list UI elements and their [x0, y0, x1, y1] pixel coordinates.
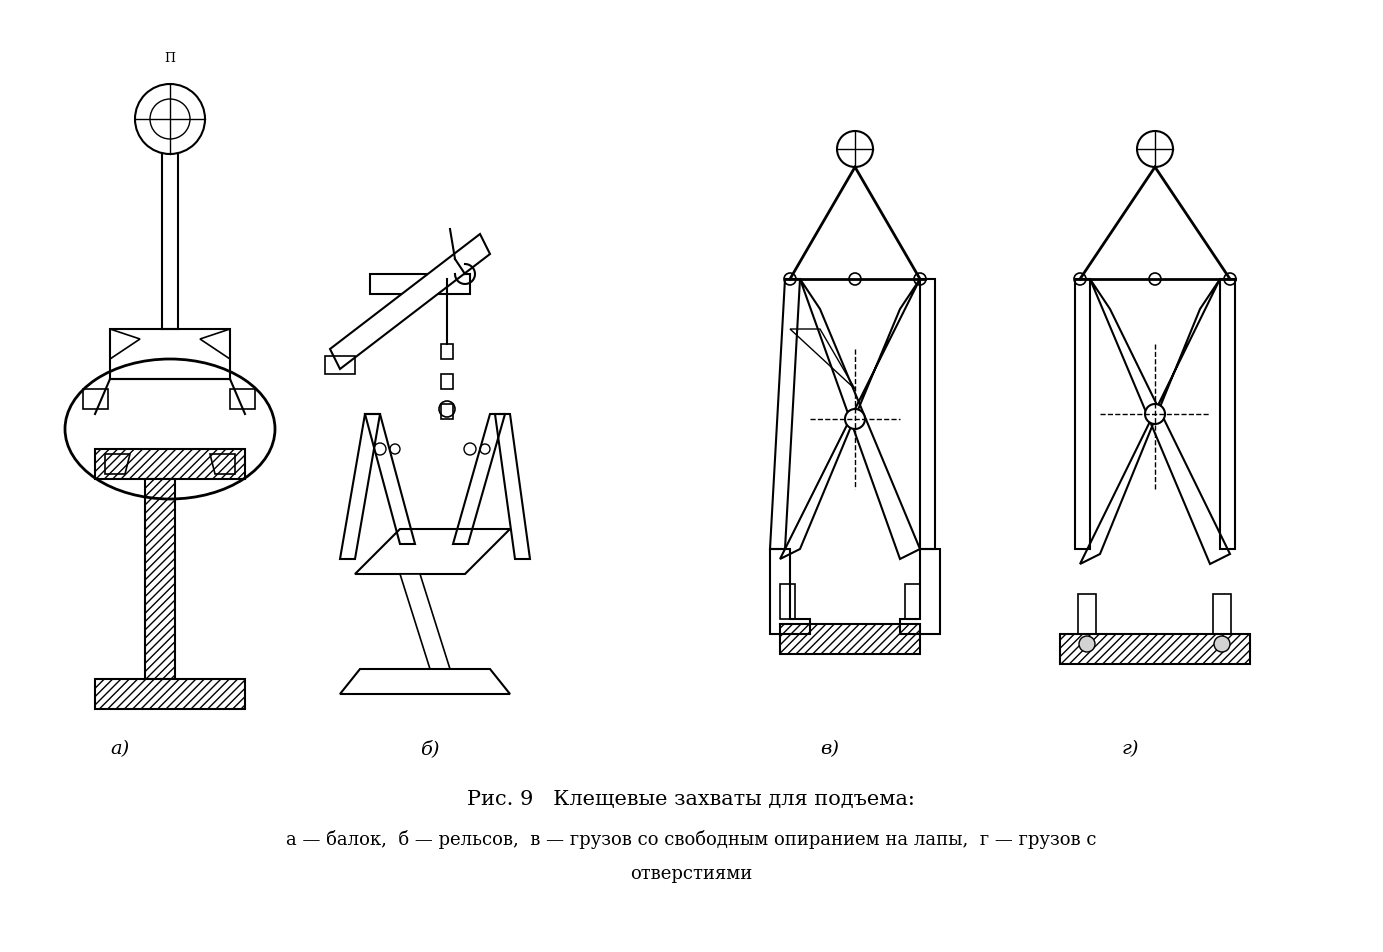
Bar — [1059, 634, 1250, 664]
Text: а): а) — [111, 739, 130, 757]
Bar — [325, 357, 355, 374]
Text: отверстиями: отверстиями — [629, 864, 752, 883]
Polygon shape — [400, 574, 449, 669]
Polygon shape — [340, 669, 510, 694]
Bar — [371, 275, 470, 295]
Bar — [230, 389, 254, 409]
Polygon shape — [331, 235, 490, 369]
Polygon shape — [355, 529, 510, 574]
Circle shape — [849, 274, 862, 286]
Text: б): б) — [420, 739, 440, 757]
Polygon shape — [95, 680, 245, 709]
Polygon shape — [95, 449, 245, 480]
Text: Рис. 9   Клещевые захваты для подъема:: Рис. 9 Клещевые захваты для подъема: — [467, 789, 916, 808]
Bar — [904, 585, 920, 620]
Circle shape — [914, 274, 927, 286]
Bar — [441, 405, 454, 420]
Text: г): г) — [1122, 739, 1138, 757]
Polygon shape — [145, 480, 176, 680]
Bar — [1213, 594, 1231, 634]
Bar — [780, 585, 795, 620]
Bar — [441, 374, 454, 389]
Circle shape — [784, 274, 797, 286]
Text: а — балок,  б — рельсов,  в — грузов со свободным опиранием на лапы,  г — грузов: а — балок, б — рельсов, в — грузов со св… — [286, 829, 1097, 848]
Bar — [1077, 594, 1095, 634]
Circle shape — [1214, 636, 1229, 652]
Text: в): в) — [820, 739, 839, 757]
Bar — [83, 389, 108, 409]
Circle shape — [1145, 405, 1164, 425]
Bar — [441, 345, 454, 360]
Text: П: П — [165, 52, 176, 65]
Bar — [780, 625, 920, 654]
Circle shape — [1075, 274, 1086, 286]
Circle shape — [1079, 636, 1095, 652]
Circle shape — [1149, 274, 1160, 286]
Circle shape — [845, 409, 864, 429]
Bar — [111, 329, 230, 380]
Circle shape — [1224, 274, 1236, 286]
